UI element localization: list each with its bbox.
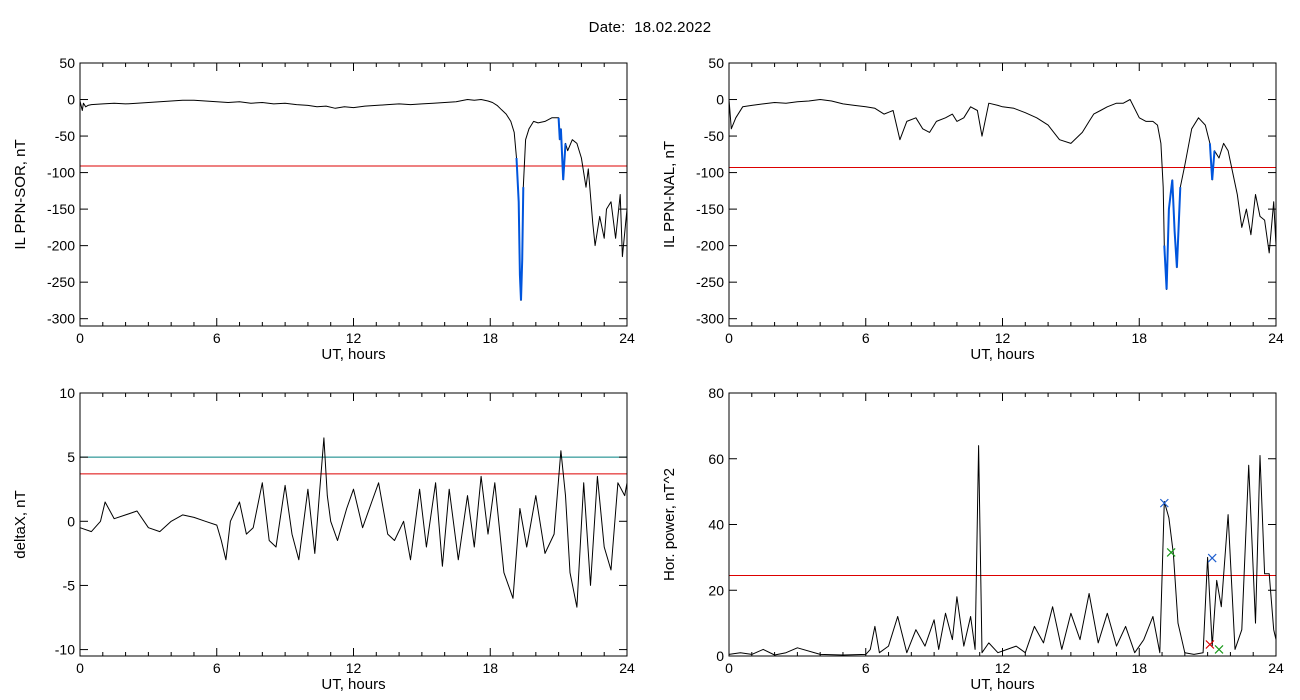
- x-tick-label: 12: [995, 660, 1011, 676]
- y-tick-label: -100: [696, 165, 724, 181]
- x-tick-label: 24: [619, 330, 635, 346]
- series-line: [79, 99, 628, 301]
- y-tick-label: 60: [708, 451, 724, 467]
- x-marker: [1207, 553, 1217, 563]
- y-tick-label: -10: [55, 642, 75, 658]
- plot-panel-1: 0 6 12 18 24 50 0 -50 -100 -150 -200 -250 -300 UT, ho…: [12, 55, 635, 363]
- x-tick-label: 6: [862, 330, 870, 346]
- y-tick-label: 0: [716, 92, 724, 108]
- y-tick-label: -50: [55, 128, 75, 144]
- page-title: Date: 18.02.2022: [0, 19, 1300, 36]
- x-marker: [1205, 640, 1215, 649]
- date-value: 18.02.2022: [634, 19, 712, 36]
- plot-panel-2: 0 6 12 18 24 50 0 -50 -100 -150 -200 -250 -300 UT, ho…: [661, 55, 1284, 363]
- x-axis-label: UT, hours: [970, 346, 1034, 363]
- y-tick-label: 10: [59, 385, 75, 401]
- series-highlight: [1163, 179, 1182, 290]
- x-tick-label: 6: [213, 660, 221, 676]
- series-highlight: [557, 117, 567, 180]
- x-tick-label: 6: [862, 660, 870, 676]
- x-tick-label: 18: [1131, 660, 1147, 676]
- series-line: [728, 445, 1277, 656]
- x-axis-label: UT, hours: [970, 676, 1034, 693]
- y-axis-label: deltaX, nT: [12, 490, 29, 558]
- plot-frame: [79, 62, 628, 327]
- y-axis-label: IL PPN-NAL, nT: [661, 141, 678, 248]
- y-tick-label: 50: [708, 55, 724, 71]
- y-tick-label: -300: [696, 311, 724, 327]
- x-marker: [1214, 645, 1224, 654]
- y-tick-label: -200: [47, 238, 75, 254]
- x-marker: [1166, 548, 1176, 557]
- x-tick-label: 0: [76, 660, 84, 676]
- y-tick-label: 0: [67, 513, 75, 529]
- y-tick-label: -250: [47, 274, 75, 290]
- x-marker: [1159, 498, 1169, 508]
- y-axis-label: IL PPN-SOR, nT: [12, 139, 29, 249]
- plot-frame: [79, 392, 628, 657]
- x-tick-label: 18: [1131, 330, 1147, 346]
- series-highlight: [1208, 143, 1216, 180]
- x-tick-label: 18: [482, 660, 498, 676]
- series-line: [79, 437, 628, 608]
- y-tick-label: 0: [67, 92, 75, 108]
- x-tick-label: 24: [1268, 660, 1284, 676]
- y-tick-label: -200: [696, 238, 724, 254]
- x-tick-label: 6: [213, 330, 221, 346]
- plot-frame: [728, 62, 1277, 327]
- y-tick-label: -150: [696, 201, 724, 217]
- x-tick-label: 12: [346, 660, 362, 676]
- y-tick-label: -300: [47, 311, 75, 327]
- x-tick-label: 0: [725, 330, 733, 346]
- y-tick-label: 80: [708, 385, 724, 401]
- y-axis-label: Hor. power, nT^2: [661, 468, 678, 581]
- x-tick-label: 24: [1268, 330, 1284, 346]
- x-tick-label: 0: [725, 660, 733, 676]
- series-highlight: [515, 157, 525, 301]
- x-tick-label: 12: [346, 330, 362, 346]
- y-tick-label: -250: [696, 274, 724, 290]
- y-tick-label: -50: [704, 128, 724, 144]
- date-label: Date:: [588, 19, 626, 36]
- x-tick-label: 12: [995, 330, 1011, 346]
- y-tick-label: -150: [47, 201, 75, 217]
- series-line: [728, 99, 1277, 290]
- plot-panel-4: 0 6 12 18 24 0 20 40 60 80 UT, hours Hor. power, nT…: [661, 385, 1284, 693]
- x-axis-label: UT, hours: [321, 676, 385, 693]
- y-tick-label: 50: [59, 55, 75, 71]
- plot-panel-3: 0 6 12 18 24 10 5 0 -5 -10 UT, hours deltaX, nT: [12, 385, 635, 693]
- x-tick-label: 0: [76, 330, 84, 346]
- plot-frame: [728, 392, 1277, 657]
- y-tick-label: 5: [67, 449, 75, 465]
- x-tick-label: 24: [619, 660, 635, 676]
- x-axis-label: UT, hours: [321, 346, 385, 363]
- y-tick-label: -5: [63, 577, 76, 593]
- x-tick-label: 18: [482, 330, 498, 346]
- y-tick-label: 20: [708, 582, 724, 598]
- y-tick-label: -100: [47, 165, 75, 181]
- y-tick-label: 0: [716, 648, 724, 664]
- y-tick-label: 40: [708, 517, 724, 533]
